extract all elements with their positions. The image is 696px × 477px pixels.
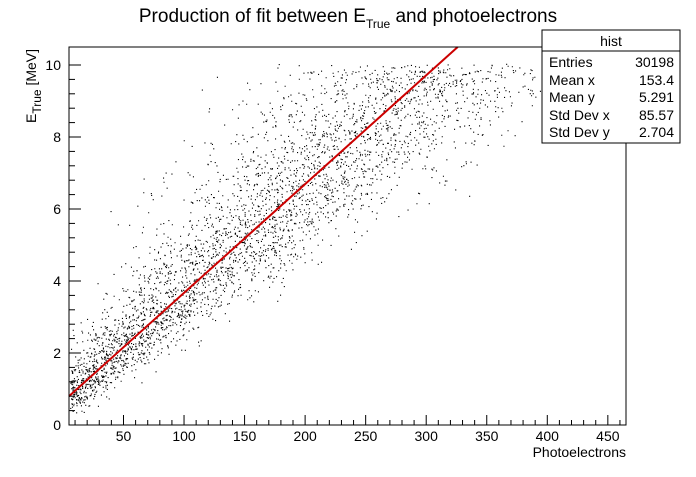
y-tick-label: 2 — [53, 345, 61, 361]
x-axis-label: Photoelectrons — [533, 444, 626, 460]
scatter-points-path — [70, 63, 604, 414]
x-tick-label: 200 — [293, 428, 317, 444]
stats-value-mean-x: 153.4 — [639, 72, 674, 88]
fit-line-layer — [68, 46, 459, 397]
stats-box-title: hist — [600, 33, 622, 49]
stats-label-stddev-x: Std Dev x — [549, 107, 610, 123]
x-tick-label: 450 — [596, 428, 620, 444]
plot-frame — [68, 46, 627, 426]
x-tick-label: 150 — [233, 428, 257, 444]
scatter-points — [70, 63, 604, 414]
y-tick-label: 6 — [53, 201, 61, 217]
y-tick-label: 8 — [53, 129, 61, 145]
stats-value-stddev-x: 85.57 — [639, 107, 674, 123]
x-tick-label: 400 — [536, 428, 560, 444]
y-tick-label: 4 — [53, 273, 61, 289]
stats-label-mean-y: Mean y — [549, 89, 595, 105]
stats-label-entries: Entries — [549, 54, 593, 70]
x-tick-label: 250 — [354, 428, 378, 444]
stats-box: hist Entries 30198 Mean x 153.4 Mean y 5… — [541, 29, 681, 144]
stats-value-entries: 30198 — [635, 54, 674, 70]
stats-label-mean-x: Mean x — [549, 72, 595, 88]
x-tick-label: 300 — [415, 428, 439, 444]
x-tick-label: 350 — [475, 428, 499, 444]
stats-box-frame — [541, 29, 681, 144]
x-tick-label: 50 — [116, 428, 132, 444]
y-tick-label: 0 — [53, 417, 61, 433]
stats-label-stddev-y: Std Dev y — [549, 124, 610, 140]
fit-line — [68, 46, 459, 397]
x-axis-ticks: 50 100 150 200 250 300 350 400 450 — [74, 415, 621, 444]
y-axis-label: ETrue [MeV] — [23, 49, 44, 123]
x-tick-label: 100 — [172, 428, 196, 444]
y-axis-ticks: 0 2 4 6 8 10 — [45, 57, 81, 433]
stats-value-mean-y: 5.291 — [639, 89, 674, 105]
y-tick-label: 10 — [45, 57, 61, 73]
chart-title: Production of fit between ETrue and phot… — [139, 6, 557, 31]
stats-value-stddev-y: 2.704 — [639, 124, 674, 140]
